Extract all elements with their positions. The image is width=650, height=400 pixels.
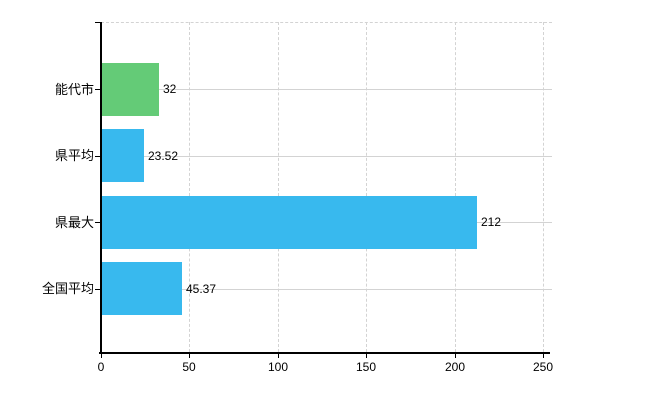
bar-1 [102, 63, 159, 116]
value-label: 32 [163, 82, 177, 96]
x-axis-tick [455, 352, 456, 358]
vertical-gridline [366, 22, 367, 352]
plot-area-top-border [101, 22, 552, 23]
x-tick-label: 150 [355, 360, 377, 374]
x-axis-tick [543, 352, 544, 358]
value-label: 45.37 [186, 282, 217, 296]
x-tick-label: 50 [182, 360, 196, 374]
x-axis-tick [101, 352, 102, 358]
vertical-gridline [189, 22, 190, 352]
category-gridline [101, 89, 552, 90]
x-tick-label: 250 [532, 360, 554, 374]
x-axis [99, 352, 550, 354]
x-axis-tick [278, 352, 279, 358]
x-tick-label: 100 [267, 360, 289, 374]
bar-2 [102, 129, 144, 182]
y-axis-top-tick [95, 22, 101, 23]
category-label: 県最大 [54, 215, 94, 230]
y-axis [100, 22, 102, 354]
y-axis-tick [95, 156, 101, 157]
bar-3 [102, 196, 477, 249]
category-label: 県平均 [54, 148, 94, 163]
y-axis-tick [95, 222, 101, 223]
value-label: 23.52 [148, 149, 179, 163]
category-label: 全国平均 [41, 281, 94, 296]
x-tick-label: 0 [97, 360, 105, 374]
vertical-gridline [543, 22, 544, 352]
vertical-gridline [278, 22, 279, 352]
vertical-gridline [455, 22, 456, 352]
category-label: 能代市 [54, 82, 94, 97]
x-axis-tick [189, 352, 190, 358]
bar-4 [102, 262, 182, 315]
category-gridline [101, 289, 552, 290]
y-axis-tick [95, 289, 101, 290]
y-axis-tick [95, 89, 101, 90]
x-axis-tick [366, 352, 367, 358]
category-gridline [101, 156, 552, 157]
x-tick-label: 200 [444, 360, 466, 374]
value-label: 212 [481, 215, 502, 229]
